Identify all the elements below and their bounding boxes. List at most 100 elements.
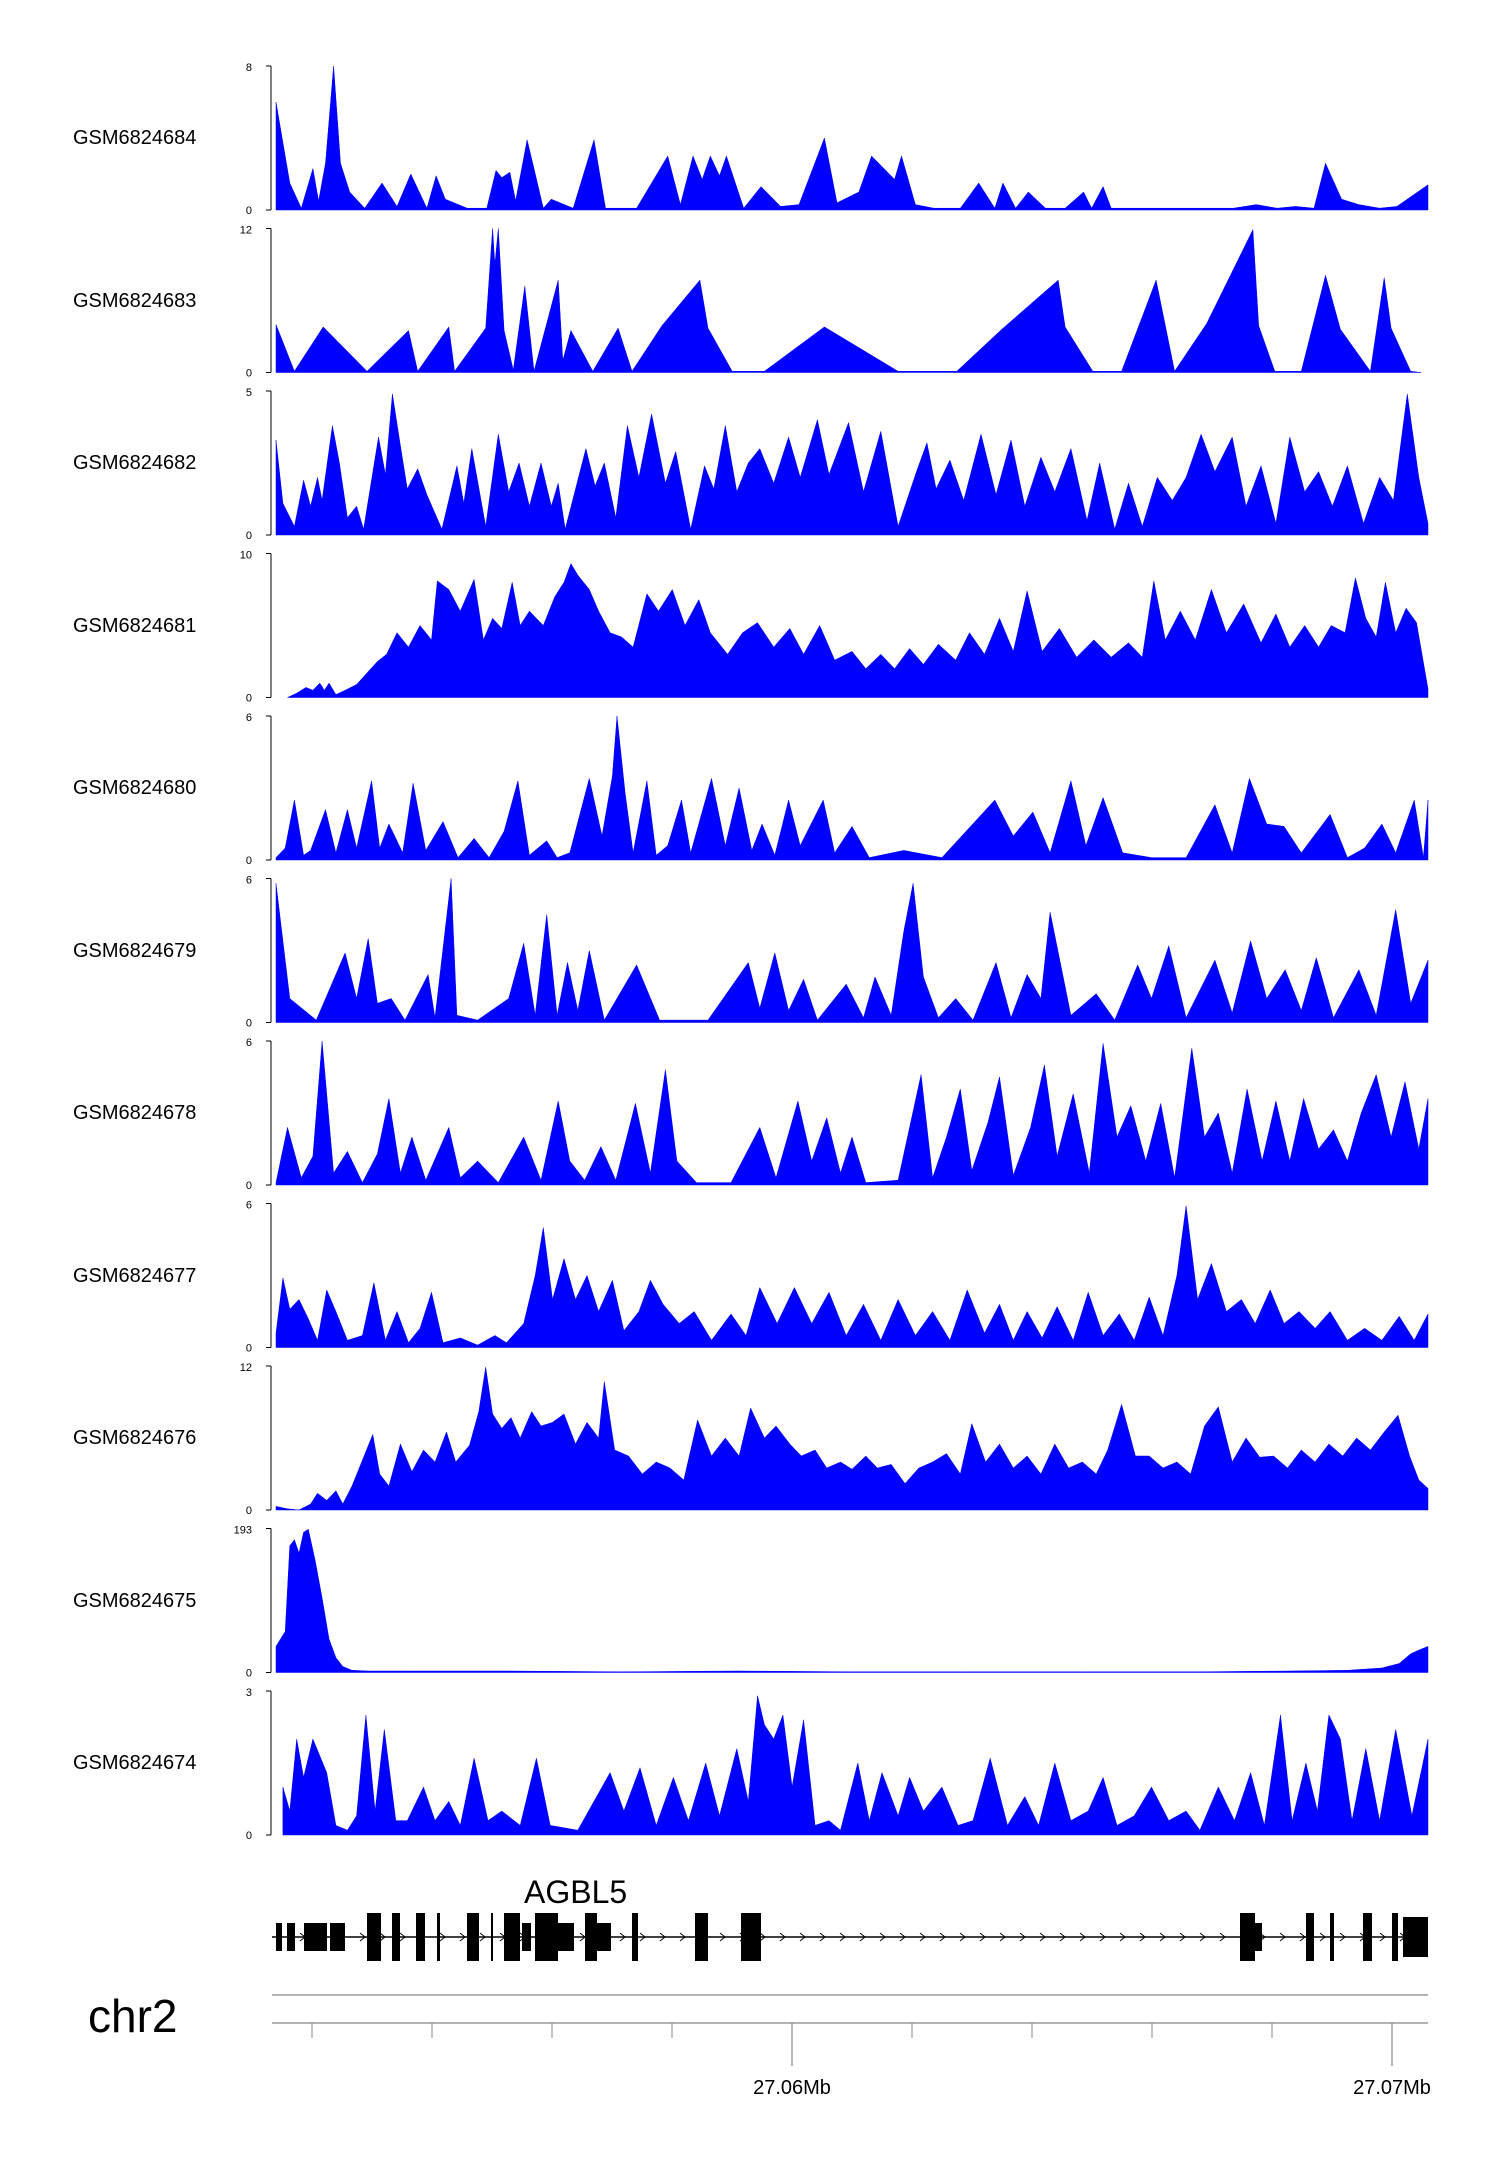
strand-arrow — [439, 1932, 446, 1942]
strand-arrow — [779, 1932, 786, 1942]
track-label: GSM6824680 — [73, 777, 197, 799]
coverage-area — [287, 563, 1429, 698]
exon — [416, 1913, 425, 1961]
coverage-area — [275, 65, 1429, 211]
y-min-label: 0 — [246, 1668, 252, 1680]
strand-arrow — [899, 1932, 906, 1942]
coverage-area — [275, 1367, 1429, 1511]
track-GSM6824676: 12 0 — [240, 1362, 1429, 1517]
y-max-label: 5 — [246, 387, 252, 399]
strand-arrow — [819, 1932, 826, 1942]
exon — [467, 1913, 479, 1961]
track-GSM6824684: 80 — [246, 62, 1429, 217]
y-max-label: 3 — [246, 1687, 252, 1699]
y-max-label: 6 — [246, 1037, 252, 1049]
track-label: GSM6824684 — [73, 127, 197, 149]
gene-model — [272, 1913, 1428, 1961]
coverage-area — [282, 1695, 1429, 1836]
exon — [491, 1913, 493, 1961]
strand-arrow — [1079, 1932, 1086, 1942]
coverage-area — [275, 715, 1429, 861]
track-GSM6824681: 10 0 — [240, 550, 1429, 705]
exon — [304, 1923, 327, 1951]
exon — [330, 1923, 345, 1951]
exon — [558, 1923, 574, 1951]
exon — [585, 1913, 597, 1961]
strand-arrow — [659, 1932, 666, 1942]
track-label: GSM6824677 — [73, 1264, 197, 1287]
y-min-label: 0 — [246, 530, 252, 542]
y-max-label: 10 — [240, 550, 252, 562]
track-label: GSM6824679 — [73, 939, 197, 962]
strand-arrow — [759, 1932, 766, 1942]
coverage-area — [275, 1040, 1429, 1186]
strand-arrow — [1159, 1932, 1166, 1942]
strand-arrow — [1039, 1932, 1046, 1942]
y-min-label: 0 — [246, 1018, 252, 1030]
exon — [1330, 1913, 1334, 1961]
exon — [522, 1923, 531, 1951]
exon — [367, 1913, 381, 1961]
strand-arrow — [479, 1932, 486, 1942]
y-min-label: 0 — [246, 1343, 252, 1355]
strand-arrow — [719, 1932, 726, 1942]
chromosome-label: chr2 — [88, 1990, 178, 2042]
gene-name-label: AGBL5 — [524, 1874, 628, 1910]
y-max-label: 6 — [246, 712, 252, 724]
genomic-tick-label: 27.07Mb — [1353, 2077, 1431, 2099]
coverage-area — [275, 878, 1429, 1023]
strand-arrow — [1219, 1932, 1226, 1942]
strand-arrow — [359, 1932, 366, 1942]
strand-arrow — [1119, 1932, 1126, 1942]
y-max-label: 193 — [234, 1525, 252, 1537]
coverage-area — [275, 393, 1429, 536]
exon — [1255, 1923, 1262, 1951]
strand-arrow — [1319, 1932, 1326, 1942]
track-label: GSM6824681 — [73, 614, 197, 637]
strand-arrow — [639, 1932, 646, 1942]
strand-arrow — [839, 1932, 846, 1942]
strand-arrow — [619, 1932, 626, 1942]
track-GSM6824674: 30 — [246, 1687, 1429, 1842]
chromosome-ruler — [272, 1994, 1428, 2066]
track-GSM6824683: 12 0 — [240, 225, 1422, 380]
strand-arrow — [1279, 1932, 1286, 1942]
strand-arrow — [1059, 1932, 1066, 1942]
exon — [392, 1913, 400, 1961]
strand-arrow — [879, 1932, 886, 1942]
exon — [504, 1913, 520, 1961]
exon — [1306, 1913, 1314, 1961]
exon — [1363, 1913, 1372, 1961]
track-GSM6824682: 50 — [246, 387, 1429, 542]
track-GSM6824680: 60 — [246, 712, 1429, 867]
y-max-label: 6 — [246, 875, 252, 887]
strand-arrow — [1099, 1932, 1106, 1942]
strand-arrow — [1199, 1932, 1206, 1942]
track-label: GSM6824682 — [73, 452, 197, 474]
y-max-label: 12 — [240, 225, 252, 237]
strand-arrow — [859, 1932, 866, 1942]
coverage-area — [275, 1205, 1429, 1348]
track-GSM6824678: 60 — [246, 1037, 1429, 1192]
track-label: GSM6824678 — [73, 1102, 197, 1124]
exon — [632, 1913, 638, 1961]
strand-arrow — [979, 1932, 986, 1942]
track-GSM6824679: 60 — [246, 875, 1429, 1030]
exon — [1403, 1917, 1428, 1957]
genomic-tick-label: 27.06Mb — [753, 2077, 831, 2099]
exon — [695, 1913, 708, 1961]
track-label: GSM6824675 — [73, 1589, 197, 1612]
y-min-label: 0 — [246, 1180, 252, 1192]
y-min-label: 0 — [246, 855, 252, 867]
track-GSM6824677: 60 — [246, 1200, 1429, 1355]
strand-arrow — [959, 1932, 966, 1942]
y-min-label: 0 — [246, 1830, 252, 1842]
exon — [437, 1913, 440, 1961]
track-label: GSM6824674 — [73, 1752, 197, 1774]
y-max-label: 6 — [246, 1200, 252, 1212]
strand-arrow — [679, 1932, 686, 1942]
y-min-label: 0 — [246, 205, 252, 217]
strand-arrow — [799, 1932, 806, 1942]
track-label: GSM6824676 — [73, 1427, 197, 1449]
